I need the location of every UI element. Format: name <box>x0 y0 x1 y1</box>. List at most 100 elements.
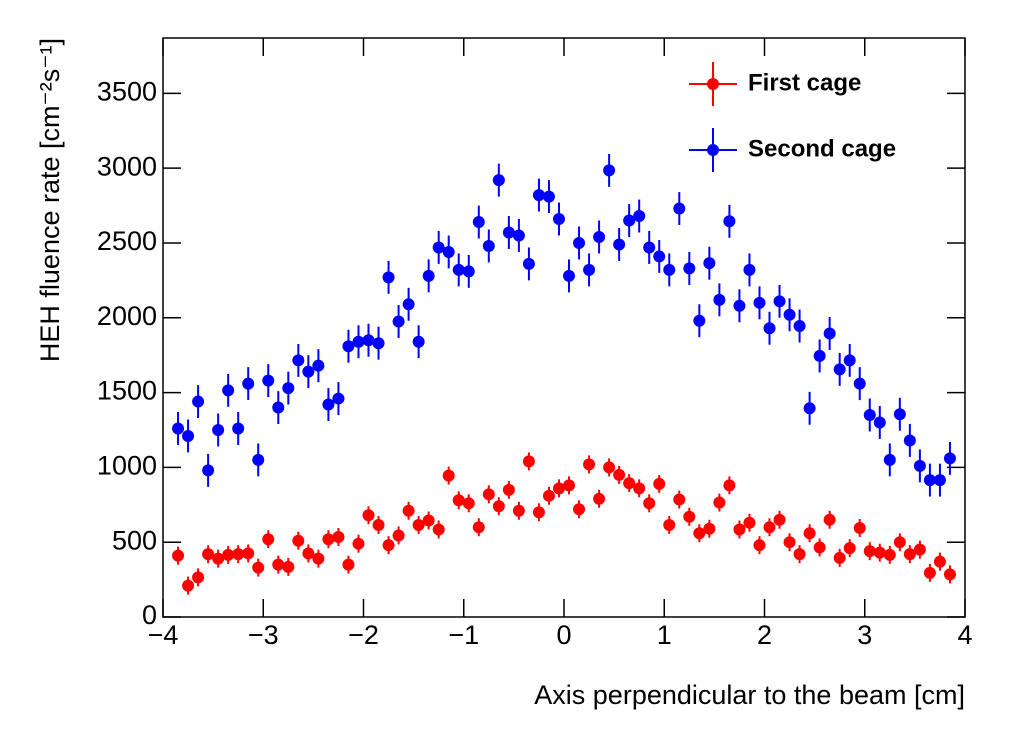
point <box>813 541 826 554</box>
point <box>462 265 475 278</box>
point <box>863 409 876 422</box>
point <box>723 215 736 228</box>
point <box>192 395 205 408</box>
point <box>783 308 796 321</box>
point <box>633 482 646 495</box>
point <box>803 527 816 540</box>
point <box>733 299 746 312</box>
point <box>362 334 375 347</box>
point <box>923 566 936 579</box>
point <box>372 518 385 531</box>
point <box>753 539 766 552</box>
point <box>292 534 305 547</box>
point <box>933 474 946 487</box>
point <box>573 236 586 249</box>
y-tick-label: 1000 <box>97 451 157 481</box>
point <box>743 263 756 276</box>
point <box>853 377 866 390</box>
point <box>232 548 245 561</box>
point <box>272 401 285 414</box>
point <box>623 214 636 227</box>
point <box>422 514 435 527</box>
point <box>462 497 475 510</box>
point <box>262 533 275 546</box>
point <box>563 269 576 282</box>
point <box>603 164 616 177</box>
point <box>172 422 185 435</box>
point <box>302 547 315 560</box>
point <box>362 509 375 522</box>
point <box>532 189 545 202</box>
point <box>893 408 906 421</box>
point <box>593 492 606 505</box>
point <box>382 539 395 552</box>
point <box>873 546 886 559</box>
point <box>512 229 525 242</box>
point <box>693 527 706 540</box>
point <box>202 548 215 561</box>
point <box>723 479 736 492</box>
point <box>943 568 956 581</box>
point <box>242 377 255 390</box>
point <box>913 543 926 556</box>
point <box>432 241 445 254</box>
point <box>382 271 395 284</box>
point <box>402 298 415 311</box>
point <box>542 489 555 502</box>
x-tick-label: 4 <box>957 620 972 650</box>
point <box>342 558 355 571</box>
point <box>322 533 335 546</box>
point <box>252 453 265 466</box>
point <box>472 216 485 229</box>
point <box>452 494 465 507</box>
point <box>172 549 185 562</box>
point <box>783 536 796 549</box>
point <box>663 518 676 531</box>
point <box>512 504 525 517</box>
point <box>573 503 586 516</box>
point <box>773 295 786 308</box>
y-tick-label: 2500 <box>97 226 157 256</box>
point <box>883 453 896 466</box>
point <box>583 263 596 276</box>
point <box>643 241 656 254</box>
point <box>322 398 335 411</box>
point <box>202 464 215 477</box>
x-tick-label: 3 <box>857 620 872 650</box>
point <box>693 314 706 327</box>
point <box>773 513 786 526</box>
point <box>282 560 295 573</box>
point <box>312 552 325 565</box>
point <box>212 423 225 436</box>
point <box>552 482 565 495</box>
point <box>532 506 545 519</box>
point <box>563 479 576 492</box>
point <box>402 504 415 517</box>
point <box>282 382 295 395</box>
x-tick-label: 1 <box>657 620 672 650</box>
point <box>232 422 245 435</box>
point <box>212 552 225 565</box>
legend-marker <box>707 78 719 90</box>
point <box>823 327 836 340</box>
point <box>763 521 776 534</box>
point <box>673 493 686 506</box>
x-tick-label: 2 <box>757 620 772 650</box>
point <box>332 530 345 543</box>
point <box>623 477 636 490</box>
point <box>793 320 806 333</box>
point <box>302 365 315 378</box>
point <box>502 483 515 496</box>
point <box>913 459 926 472</box>
y-tick-label: 0 <box>142 600 157 630</box>
point <box>753 296 766 309</box>
point <box>482 239 495 252</box>
point <box>422 269 435 282</box>
point <box>392 529 405 542</box>
point <box>372 337 385 350</box>
y-tick-label: 3500 <box>97 76 157 106</box>
point <box>452 263 465 276</box>
point <box>893 536 906 549</box>
point <box>803 402 816 415</box>
